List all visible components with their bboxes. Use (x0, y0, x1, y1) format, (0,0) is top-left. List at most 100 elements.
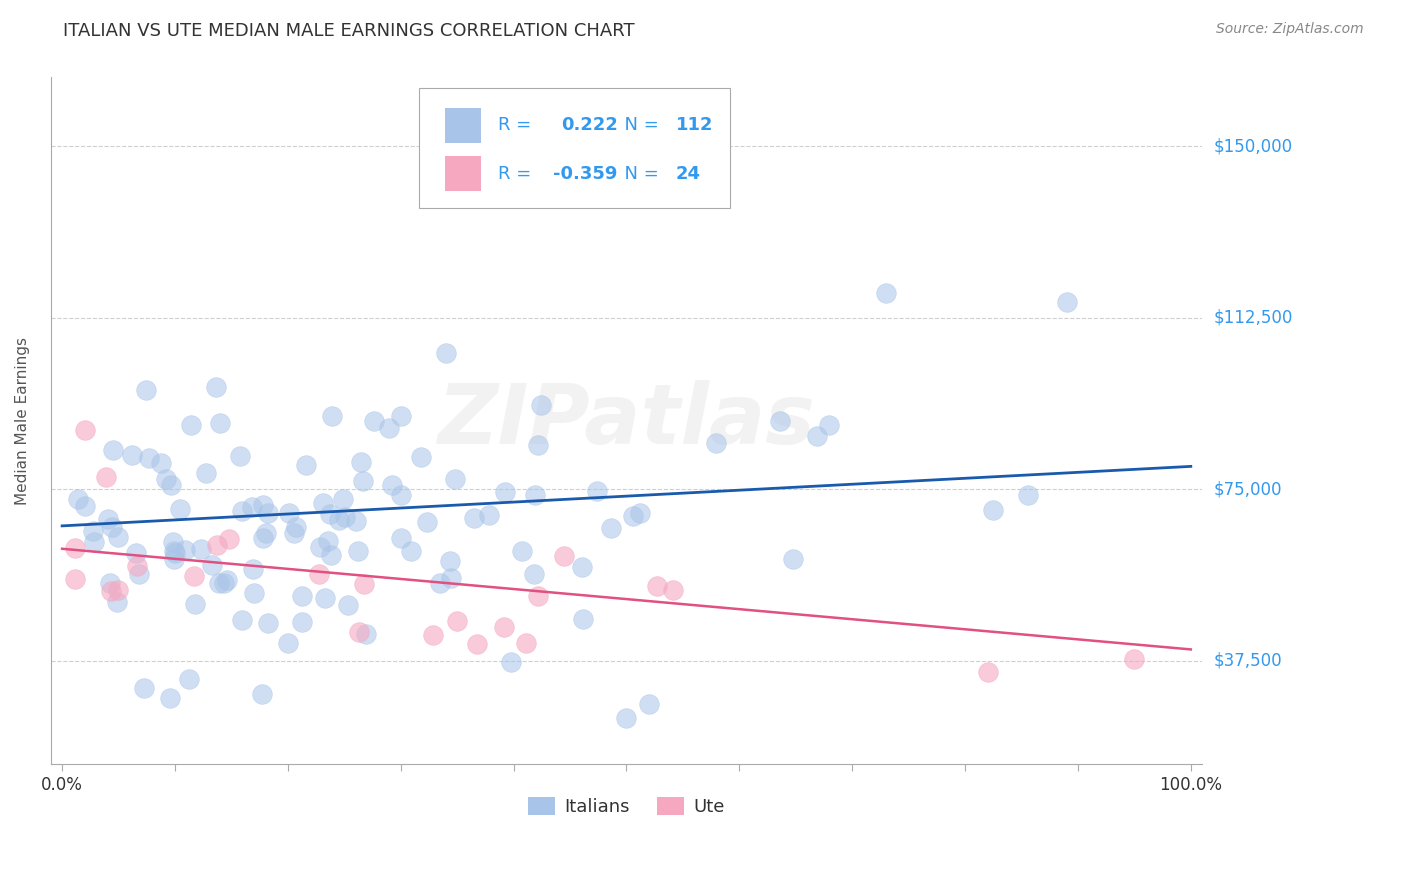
Point (332, 491, 354, 506)
Point (209, 416, 232, 430)
Point (321, 409, 343, 423)
Point (510, 544, 533, 558)
Point (706, 436, 728, 450)
Point (429, 576, 451, 591)
Point (294, 458, 316, 472)
Point (446, 614, 468, 628)
Point (205, 380, 228, 394)
Point (350, 455, 373, 469)
Point (257, 616, 280, 631)
Point (1056, 294, 1078, 309)
Point (976, 665, 998, 680)
Point (218, 533, 240, 547)
Point (501, 655, 523, 669)
Point (195, 467, 218, 481)
Point (411, 450, 433, 464)
Point (621, 509, 644, 524)
Point (201, 558, 224, 573)
Point (277, 506, 299, 520)
Text: 0.222: 0.222 (561, 117, 617, 135)
Point (121, 448, 143, 462)
Point (208, 576, 231, 591)
Point (817, 418, 839, 433)
Point (314, 591, 336, 605)
Point (155, 472, 177, 486)
Point (319, 507, 342, 521)
Point (585, 484, 607, 499)
Text: -0.359: -0.359 (553, 164, 617, 183)
Point (347, 624, 370, 639)
Point (434, 346, 457, 360)
Text: ZIPatlas: ZIPatlas (437, 380, 815, 461)
Point (177, 673, 200, 687)
Point (309, 540, 332, 554)
Point (316, 533, 339, 548)
Point (231, 504, 253, 518)
Point (353, 576, 375, 591)
Point (252, 498, 274, 512)
Y-axis label: Median Male Earnings: Median Male Earnings (15, 336, 30, 505)
Point (401, 543, 423, 558)
Point (66, 491, 89, 506)
Point (463, 511, 485, 525)
Point (416, 516, 439, 530)
Point (277, 636, 299, 650)
Point (149, 456, 172, 470)
Point (174, 543, 197, 558)
Point (328, 513, 350, 527)
Point (169, 502, 191, 516)
Point (553, 549, 575, 563)
Point (389, 531, 412, 545)
Point (242, 562, 264, 576)
Text: N =: N = (613, 117, 664, 135)
Point (530, 398, 553, 412)
Point (378, 420, 401, 434)
Point (183, 569, 205, 583)
Point (381, 478, 404, 492)
Point (94, 470, 117, 484)
Point (180, 417, 202, 432)
Point (159, 691, 181, 706)
Point (163, 552, 186, 566)
Point (252, 532, 274, 546)
Text: $112,500: $112,500 (1213, 309, 1292, 326)
FancyBboxPatch shape (444, 108, 481, 144)
Point (212, 575, 235, 590)
Point (312, 496, 335, 510)
Point (107, 530, 129, 544)
Point (184, 597, 207, 611)
Text: R =: R = (498, 164, 537, 183)
Point (134, 681, 156, 695)
Text: $75,000: $75,000 (1213, 480, 1282, 499)
Point (524, 488, 547, 502)
Point (1123, 651, 1146, 665)
Point (256, 507, 278, 521)
Point (356, 627, 378, 641)
Point (159, 478, 181, 492)
Point (162, 535, 184, 549)
Point (352, 474, 374, 488)
Point (572, 612, 595, 626)
Point (125, 559, 148, 574)
Point (806, 429, 828, 443)
Point (662, 583, 685, 598)
Point (190, 542, 212, 557)
Text: ITALIAN VS UTE MEDIAN MALE EARNINGS CORRELATION CHART: ITALIAN VS UTE MEDIAN MALE EARNINGS CORR… (63, 22, 636, 40)
Point (240, 500, 263, 514)
Point (599, 521, 621, 535)
Point (444, 472, 467, 486)
Point (73, 500, 96, 514)
Point (478, 508, 501, 523)
Point (205, 538, 228, 552)
Point (333, 510, 356, 524)
Point (782, 552, 804, 566)
Point (389, 488, 412, 502)
Point (571, 559, 593, 574)
Point (492, 620, 515, 634)
Point (217, 573, 239, 587)
Point (515, 636, 537, 650)
FancyBboxPatch shape (419, 87, 730, 208)
Point (243, 586, 266, 600)
Point (283, 526, 305, 541)
Point (162, 544, 184, 558)
